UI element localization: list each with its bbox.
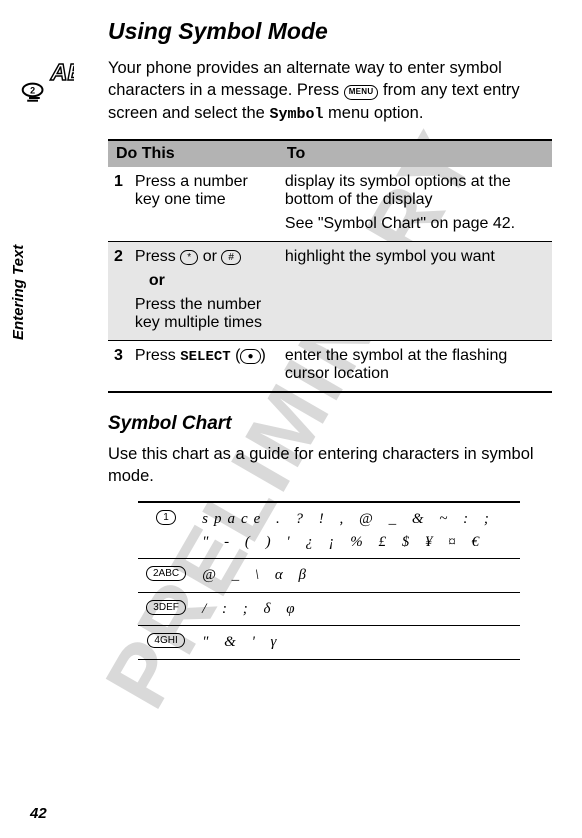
step-to-line2: See "Symbol Chart" on page 42. (285, 215, 546, 233)
header-to: To (279, 140, 552, 167)
header-do: Do This (108, 140, 279, 167)
svg-text:2: 2 (30, 86, 35, 96)
star-key-icon: * (180, 250, 198, 265)
chart-symbols: @ _ \ α β (194, 559, 520, 593)
chart-key-cell: 4GHI (138, 626, 194, 660)
step2-or: or (135, 272, 273, 290)
step-number: 2 (108, 241, 129, 340)
key-4-icon: 4GHI (147, 633, 184, 648)
table-header-row: Do This To (108, 140, 552, 167)
section-label: Entering Text (10, 245, 27, 340)
table-row: 1 Press a number key one time display it… (108, 167, 552, 242)
chart-row: 1 space . ? ! , @ _ & ~ : ; " - ( ) ' ¿ … (138, 502, 520, 559)
step2-prefix: Press (135, 248, 180, 265)
chart-intro: Use this chart as a guide for entering c… (108, 443, 552, 488)
key-1-icon: 1 (156, 510, 176, 525)
page-title: Using Symbol Mode (108, 18, 552, 45)
step-do: Press a number key one time (129, 167, 279, 242)
chart-key-cell: 3DEF (138, 592, 194, 626)
chart-title: Symbol Chart (108, 413, 552, 435)
step2-mid: or (198, 248, 221, 265)
step-to: display its symbol options at the bottom… (279, 167, 552, 242)
chart-row: 3DEF / : ; δ φ (138, 592, 520, 626)
chart-key-cell: 1 (138, 502, 194, 559)
symbol-menu-word: Symbol (269, 106, 323, 123)
step3-paren-close: ) (261, 347, 266, 364)
chart-symbols: / : ; δ φ (194, 592, 520, 626)
step-number: 3 (108, 340, 129, 392)
chart-symbols: space . ? ! , @ _ & ~ : ; " - ( ) ' ¿ ¡ … (194, 502, 520, 559)
step-to: enter the symbol at the flashing cursor … (279, 340, 552, 392)
chart-row: 2ABC @ _ \ α β (138, 559, 520, 593)
step3-paren-open: ( (231, 347, 241, 364)
key-3-icon: 3DEF (146, 600, 186, 615)
intro-text-3: menu option. (323, 104, 423, 122)
menu-key-icon: MENU (344, 85, 379, 100)
svg-text:ABC: ABC (50, 59, 74, 85)
intro-paragraph: Your phone provides an alternate way to … (108, 57, 552, 125)
step-to: highlight the symbol you want (279, 241, 552, 340)
step3-prefix: Press (135, 347, 180, 364)
step-to-line1: display its symbol options at the bottom… (285, 173, 511, 208)
chart-row: 4GHI " & ' γ (138, 626, 520, 660)
abc-icon: 2 ABC (18, 58, 76, 107)
steps-table: Do This To 1 Press a number key one time… (108, 139, 552, 393)
step2-after: Press the number key multiple times (135, 296, 262, 331)
chart-symbols: " & ' γ (194, 626, 520, 660)
select-key-icon: ● (240, 349, 260, 364)
chart-key-cell: 2ABC (138, 559, 194, 593)
table-row: 2 Press * or # or Press the number key m… (108, 241, 552, 340)
symbol-chart-table: 1 space . ? ! , @ _ & ~ : ; " - ( ) ' ¿ … (138, 501, 520, 660)
page-number: 42 (30, 805, 47, 822)
key-2-icon: 2ABC (146, 566, 186, 581)
table-row: 3 Press SELECT (●) enter the symbol at t… (108, 340, 552, 392)
select-label: SELECT (180, 349, 230, 365)
hash-key-icon: # (221, 250, 241, 265)
step-do: Press SELECT (●) (129, 340, 279, 392)
step-do: Press * or # or Press the number key mul… (129, 241, 279, 340)
step-number: 1 (108, 167, 129, 242)
